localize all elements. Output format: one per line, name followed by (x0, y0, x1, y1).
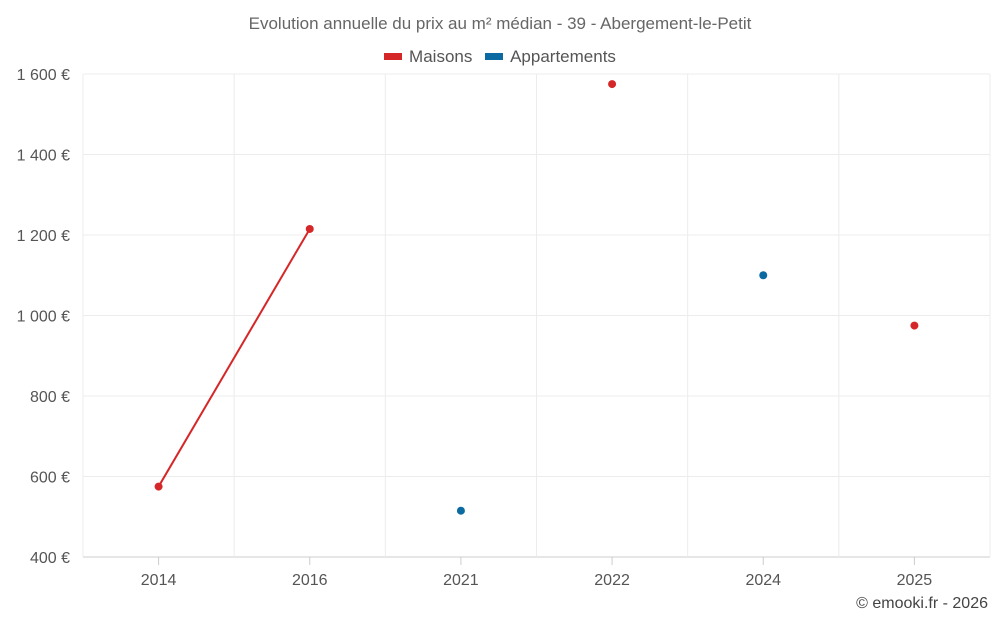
legend-item-maisons[interactable]: Maisons (384, 47, 472, 67)
y-tick-label: 800 € (30, 389, 70, 406)
x-tick-label: 2021 (443, 572, 479, 589)
y-tick-label: 1 000 € (17, 309, 70, 326)
x-tick-label: 2024 (745, 572, 781, 589)
data-point-maisons (154, 482, 163, 491)
legend-swatch-appartements (485, 53, 504, 60)
y-tick-label: 1 200 € (17, 228, 70, 245)
legend-label-maisons: Maisons (409, 46, 473, 66)
data-point-maisons (608, 80, 617, 89)
x-tick-label: 2014 (141, 572, 177, 589)
y-tick-label: 1 600 € (17, 67, 70, 84)
data-point-maisons (910, 321, 919, 330)
legend-item-appartements[interactable]: Appartements (485, 47, 616, 67)
y-tick-label: 400 € (30, 550, 70, 567)
data-point-maisons (305, 224, 314, 233)
legend-label-appartements: Appartements (510, 46, 616, 66)
chart-title: Evolution annuelle du prix au m² médian … (248, 14, 752, 33)
data-point-appartements (456, 506, 465, 515)
x-tick-label: 2025 (897, 572, 933, 589)
x-tick-label: 2022 (594, 572, 630, 589)
series-line-maisons (157, 228, 311, 488)
copyright-credit: © emooki.fr - 2026 (856, 595, 988, 612)
chart-legend: Maisons Appartements (0, 45, 1000, 67)
y-tick-label: 1 400 € (17, 148, 70, 165)
y-tick-label: 600 € (30, 470, 70, 487)
data-point-appartements (759, 271, 768, 280)
legend-swatch-maisons (384, 53, 403, 60)
x-tick-label: 2016 (292, 572, 328, 589)
